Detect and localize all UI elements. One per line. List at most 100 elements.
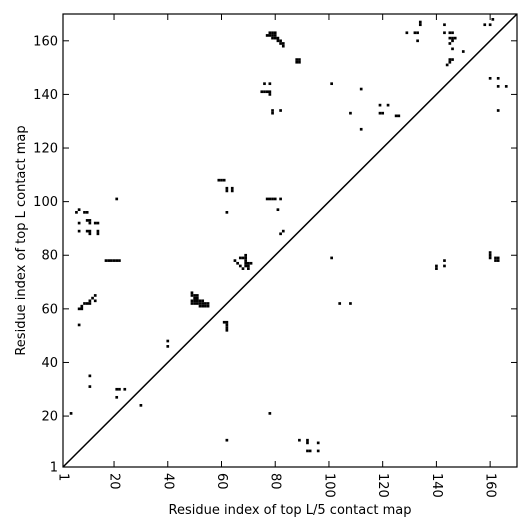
contact-point (206, 302, 210, 305)
contact-point (281, 44, 285, 48)
contact-point (201, 299, 205, 303)
contact-point (241, 256, 245, 260)
contact-point (83, 211, 86, 214)
contact-point (190, 302, 194, 305)
contact-point (115, 197, 119, 201)
contact-point (349, 111, 352, 115)
contact-point (80, 304, 84, 308)
contact-point (273, 197, 277, 201)
contact-point (448, 31, 452, 35)
contact-point (496, 109, 500, 112)
x-tick-label: 140 (429, 473, 444, 498)
contact-point (88, 232, 92, 236)
x-tick-label: 20 (107, 473, 122, 490)
contact-point (298, 438, 301, 442)
y-tick-label: 60 (41, 302, 58, 317)
contact-point (198, 302, 202, 305)
contact-point (238, 264, 242, 268)
contact-point (230, 186, 234, 190)
contact-point (279, 42, 282, 45)
y-tick-label: 160 (33, 34, 58, 49)
contact-point (123, 387, 127, 391)
contact-point (494, 256, 497, 260)
contact-point (80, 307, 84, 311)
contact-point (96, 232, 100, 236)
contact-point (418, 23, 422, 27)
plot-area (62, 13, 518, 468)
contact-point (93, 221, 97, 225)
contact-point (220, 178, 223, 182)
contact-point (115, 395, 119, 399)
x-tick-label: 60 (214, 473, 229, 490)
contact-point (88, 374, 92, 378)
contact-point (306, 438, 309, 442)
contact-point (279, 39, 282, 43)
contact-point (488, 23, 492, 27)
contact-point (386, 103, 390, 107)
contact-point (268, 34, 272, 37)
contact-point (107, 259, 111, 262)
contact-point (244, 261, 248, 265)
y-tick-label: 140 (33, 88, 58, 103)
contact-point (443, 23, 446, 27)
contact-point (244, 259, 248, 262)
contact-point (247, 261, 250, 265)
contact-point (338, 302, 342, 305)
contact-point (268, 82, 272, 86)
contact-point (230, 189, 234, 193)
contact-point (118, 387, 121, 391)
contact-point (279, 232, 282, 236)
contact-point (435, 264, 438, 268)
contact-point (265, 90, 269, 94)
contact-point (225, 189, 229, 193)
x-tick-label: 100 (321, 473, 336, 498)
contact-point (488, 251, 492, 254)
contact-point (271, 111, 274, 115)
contact-point (225, 323, 229, 327)
contact-point (104, 259, 108, 262)
y-tick-label: 1 (50, 461, 58, 476)
contact-point (244, 256, 248, 260)
contact-point (88, 221, 92, 225)
contact-point (306, 441, 309, 445)
contact-point (244, 253, 248, 257)
contact-point (295, 58, 299, 61)
contact-point (279, 109, 282, 112)
contact-point (276, 39, 280, 43)
contact-point (453, 36, 457, 40)
contact-point (204, 304, 207, 308)
contact-point (359, 127, 363, 131)
contact-point (381, 111, 385, 115)
contact-point (204, 302, 207, 305)
x-axis-title: Residue index of top L/5 contact map (169, 503, 412, 518)
contact-point (77, 229, 81, 233)
contact-point (93, 299, 97, 303)
contact-point (394, 114, 398, 118)
contact-point (263, 90, 266, 94)
contact-point (443, 259, 446, 262)
contact-point (110, 259, 113, 262)
contact-point (195, 299, 199, 303)
y-tick-label: 80 (41, 249, 58, 264)
contact-point (93, 294, 97, 297)
contact-point (225, 438, 229, 442)
contact-point (448, 60, 452, 64)
y-axis-title: Residue index of top L contact map (14, 125, 29, 355)
contact-point (166, 345, 170, 348)
contact-point (190, 299, 194, 303)
contact-point (496, 259, 500, 262)
contact-point (330, 82, 333, 86)
contact-point (91, 296, 94, 300)
contact-point (112, 259, 116, 262)
contact-point (316, 449, 320, 453)
contact-point (77, 221, 81, 225)
contact-point (238, 256, 242, 260)
x-tick-label: 160 (483, 473, 498, 498)
contact-point (397, 114, 401, 118)
contact-point (273, 34, 277, 37)
contact-point (276, 36, 280, 40)
contact-point (451, 47, 454, 51)
contact-point (77, 208, 81, 212)
contact-point (195, 296, 199, 300)
